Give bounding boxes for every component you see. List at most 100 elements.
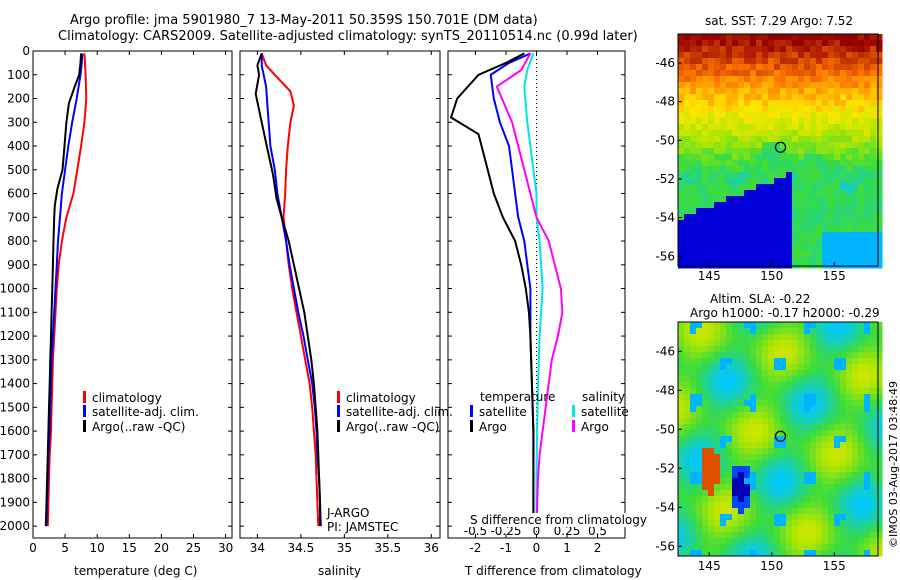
map-xtick-label-1-0: 145 <box>698 559 721 573</box>
map-ytick-label-1-3: -52 <box>655 461 675 475</box>
xtick-label-0-3: 15 <box>122 541 137 555</box>
salinity-note-pi: PI: JAMSTEC <box>327 520 399 534</box>
ytick-label-10: 1000 <box>0 282 30 296</box>
xtick-label-2-4: 2 <box>594 541 602 555</box>
ytick-label-5: 500 <box>7 163 30 177</box>
map-ytick-label-1-5: -56 <box>655 539 675 553</box>
series-line-1-2 <box>254 53 321 527</box>
diff-series-line-2 <box>523 53 544 527</box>
ytick-label-0: 0 <box>22 44 30 58</box>
xtick-label-0-6: 30 <box>218 541 233 555</box>
diff-series-line-3 <box>495 52 564 527</box>
ytick-label-6: 600 <box>7 187 30 201</box>
xtick-label-2-2: 0 <box>533 541 541 555</box>
difference-legend-temp-satellite: satellite <box>470 405 527 419</box>
xtick-top-label-2: 0 <box>533 524 541 538</box>
map-ytick-label-0-1: -48 <box>655 95 675 109</box>
xtick-label-0-0: 0 <box>29 541 37 555</box>
xtick-label-1-3: 35.5 <box>374 541 401 555</box>
map-ytick-label-1-0: -46 <box>655 344 675 358</box>
ytick-label-13: 1300 <box>0 353 30 367</box>
ytick-label-18: 1800 <box>0 472 30 486</box>
salinity-legend-argo: Argo(..raw -QC) <box>337 420 439 434</box>
sla-map-title1: Altim. SLA: -0.22 <box>710 292 811 306</box>
map-ytick-label-1-1: -48 <box>655 383 675 397</box>
salinity-legend-satellite: satellite-adj. clim. <box>337 405 453 419</box>
xtick-label-1-0: 34 <box>250 541 265 555</box>
xtick-label-2-1: -1 <box>500 541 512 555</box>
ytick-label-1: 100 <box>7 68 30 82</box>
xtick-label-2-3: 1 <box>563 541 571 555</box>
xtick-label-0-4: 20 <box>154 541 169 555</box>
map-xtick-label-0-0: 145 <box>698 269 721 283</box>
map-ytick-label-1-4: -54 <box>655 500 675 514</box>
ytick-label-12: 1200 <box>0 329 30 343</box>
difference-legend-temp-title: temperature <box>480 390 556 404</box>
temperature-xlabel: temperature (deg C) <box>74 564 198 578</box>
argo-location-marker-0 <box>774 141 787 153</box>
xtick-label-2-0: -2 <box>469 541 481 555</box>
difference-legend-sal-title: salinity <box>582 390 626 404</box>
ytick-label-7: 700 <box>7 210 30 224</box>
map-ytick-label-0-2: -50 <box>655 133 675 147</box>
difference-xlabel-top: S difference from climatology <box>470 513 647 527</box>
map-ytick-label-0-3: -52 <box>655 172 675 186</box>
ytick-label-20: 2000 <box>0 519 30 533</box>
xtick-label-1-4: 36 <box>424 541 439 555</box>
xtick-top-label-4: 0.5 <box>588 524 607 538</box>
map-frame-1 <box>677 321 879 557</box>
xtick-label-1-1: 34.5 <box>288 541 315 555</box>
difference-legend-sal-argo: Argo <box>572 420 609 434</box>
temperature-legend-climatology: climatology <box>83 391 162 405</box>
map-xtick-label-1-2: 155 <box>823 559 846 573</box>
ytick-label-3: 300 <box>7 115 30 129</box>
figure-title-line1: Argo profile: jma 5901980_7 13-May-2011 … <box>70 13 538 28</box>
ytick-label-19: 1900 <box>0 495 30 509</box>
panel-frame-0 <box>32 50 233 539</box>
map-xtick-label-0-2: 155 <box>823 269 846 283</box>
map-cells-1 <box>678 322 883 557</box>
xtick-top-label-3: 0.25 <box>554 524 581 538</box>
temperature-legend-satellite: satellite-adj. clim. <box>83 405 199 419</box>
map-ytick-label-0-5: -56 <box>655 249 675 263</box>
map-ytick-label-0-4: -54 <box>655 211 675 225</box>
salinity-legend-climatology: climatology <box>337 391 416 405</box>
sst-map-title: sat. SST: 7.29 Argo: 7.52 <box>705 14 854 28</box>
map-ytick-label-1-2: -50 <box>655 422 675 436</box>
map-xtick-label-0-1: 150 <box>760 269 783 283</box>
xtick-label-0-1: 5 <box>61 541 69 555</box>
credit-label: ©IMOS 03-Aug-2017 03:48:49 <box>887 381 900 548</box>
series-line-0-0 <box>46 53 88 527</box>
diff-series-line-1 <box>449 52 535 527</box>
temperature-legend-argo: Argo(..raw -QC) <box>83 420 185 434</box>
xtick-label-0-5: 25 <box>186 541 201 555</box>
ytick-label-16: 1600 <box>0 424 30 438</box>
map-xtick-label-1-1: 150 <box>760 559 783 573</box>
difference-legend-temp-argo: Argo <box>470 420 507 434</box>
ytick-label-17: 1700 <box>0 448 30 462</box>
panel-frame-1 <box>239 50 441 539</box>
ytick-label-14: 1400 <box>0 377 30 391</box>
ytick-label-2: 200 <box>7 92 30 106</box>
map-ytick-label-0-0: -46 <box>655 56 675 70</box>
xtick-label-0-2: 10 <box>90 541 105 555</box>
xtick-top-label-1: -0.25 <box>490 524 521 538</box>
ytick-label-15: 1500 <box>0 400 30 414</box>
ytick-label-4: 400 <box>7 139 30 153</box>
salinity-note-jargo: J-ARGO <box>327 506 370 520</box>
xtick-label-1-2: 35 <box>337 541 352 555</box>
ytick-label-9: 900 <box>7 258 30 272</box>
ytick-label-11: 1100 <box>0 305 30 319</box>
ytick-label-8: 800 <box>7 234 30 248</box>
series-line-0-2 <box>44 53 83 527</box>
difference-legend-sal-satellite: satellite <box>572 405 629 419</box>
map-cells-0 <box>678 34 883 269</box>
xtick-top-label-0: -0.5 <box>464 524 487 538</box>
figure-title-line2: Climatology: CARS2009. Satellite-adjuste… <box>58 29 638 44</box>
salinity-xlabel: salinity <box>318 564 362 578</box>
sla-map-title2: Argo h1000: -0.17 h2000: -0.29 <box>690 306 880 320</box>
map-frame-0 <box>677 33 879 267</box>
difference-xlabel-bottom: T difference from climatology <box>465 564 642 578</box>
argo-location-marker-1 <box>774 430 787 442</box>
